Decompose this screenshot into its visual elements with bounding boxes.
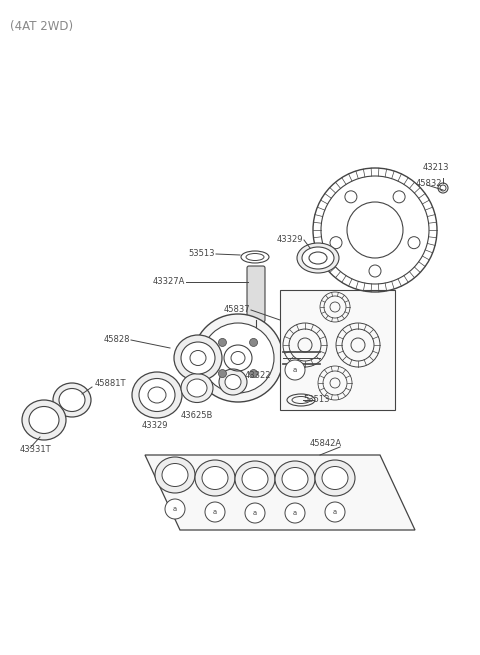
- Text: 43625B: 43625B: [181, 411, 213, 419]
- Text: 43329: 43329: [142, 421, 168, 430]
- Circle shape: [218, 369, 227, 377]
- Text: a: a: [173, 506, 177, 512]
- Ellipse shape: [181, 342, 215, 374]
- Ellipse shape: [195, 460, 235, 496]
- Text: 45832: 45832: [416, 179, 443, 187]
- Ellipse shape: [219, 369, 247, 395]
- FancyBboxPatch shape: [280, 290, 395, 410]
- Ellipse shape: [155, 457, 195, 493]
- Circle shape: [218, 339, 227, 346]
- Text: 43331T: 43331T: [20, 445, 52, 455]
- Ellipse shape: [53, 383, 91, 417]
- Ellipse shape: [193, 314, 283, 402]
- Ellipse shape: [29, 407, 59, 434]
- Ellipse shape: [315, 460, 355, 496]
- Text: 45842A: 45842A: [310, 438, 342, 447]
- Circle shape: [250, 369, 258, 377]
- Text: 53513: 53513: [189, 250, 215, 259]
- Ellipse shape: [202, 323, 274, 393]
- Text: 45828: 45828: [104, 335, 130, 345]
- Ellipse shape: [174, 335, 222, 381]
- Text: (4AT 2WD): (4AT 2WD): [10, 20, 73, 33]
- Text: 43329: 43329: [276, 236, 303, 244]
- Ellipse shape: [181, 373, 213, 403]
- Text: a: a: [253, 510, 257, 516]
- Text: a: a: [333, 509, 337, 515]
- Text: 43213: 43213: [423, 164, 449, 172]
- Ellipse shape: [59, 388, 85, 411]
- Ellipse shape: [187, 379, 207, 397]
- Text: 43327A: 43327A: [153, 278, 185, 286]
- Text: a: a: [293, 367, 297, 373]
- Circle shape: [250, 339, 258, 346]
- Ellipse shape: [235, 461, 275, 497]
- Ellipse shape: [162, 464, 188, 487]
- Text: 53513: 53513: [303, 396, 329, 405]
- Ellipse shape: [202, 466, 228, 489]
- Ellipse shape: [322, 466, 348, 489]
- Circle shape: [165, 499, 185, 519]
- Ellipse shape: [22, 400, 66, 440]
- Ellipse shape: [297, 243, 339, 273]
- FancyBboxPatch shape: [247, 266, 265, 322]
- Text: 43322: 43322: [245, 371, 272, 379]
- Ellipse shape: [242, 468, 268, 491]
- Text: 45881T: 45881T: [95, 379, 127, 388]
- Polygon shape: [145, 455, 415, 530]
- Ellipse shape: [275, 461, 315, 497]
- Circle shape: [285, 360, 305, 380]
- Ellipse shape: [139, 379, 175, 411]
- Text: a: a: [293, 510, 297, 516]
- Circle shape: [325, 502, 345, 522]
- Ellipse shape: [225, 375, 241, 390]
- Circle shape: [285, 503, 305, 523]
- Ellipse shape: [282, 468, 308, 491]
- Ellipse shape: [132, 372, 182, 418]
- Ellipse shape: [302, 247, 334, 269]
- Text: 45837: 45837: [223, 305, 250, 314]
- Text: a: a: [213, 509, 217, 515]
- Circle shape: [205, 502, 225, 522]
- Circle shape: [245, 503, 265, 523]
